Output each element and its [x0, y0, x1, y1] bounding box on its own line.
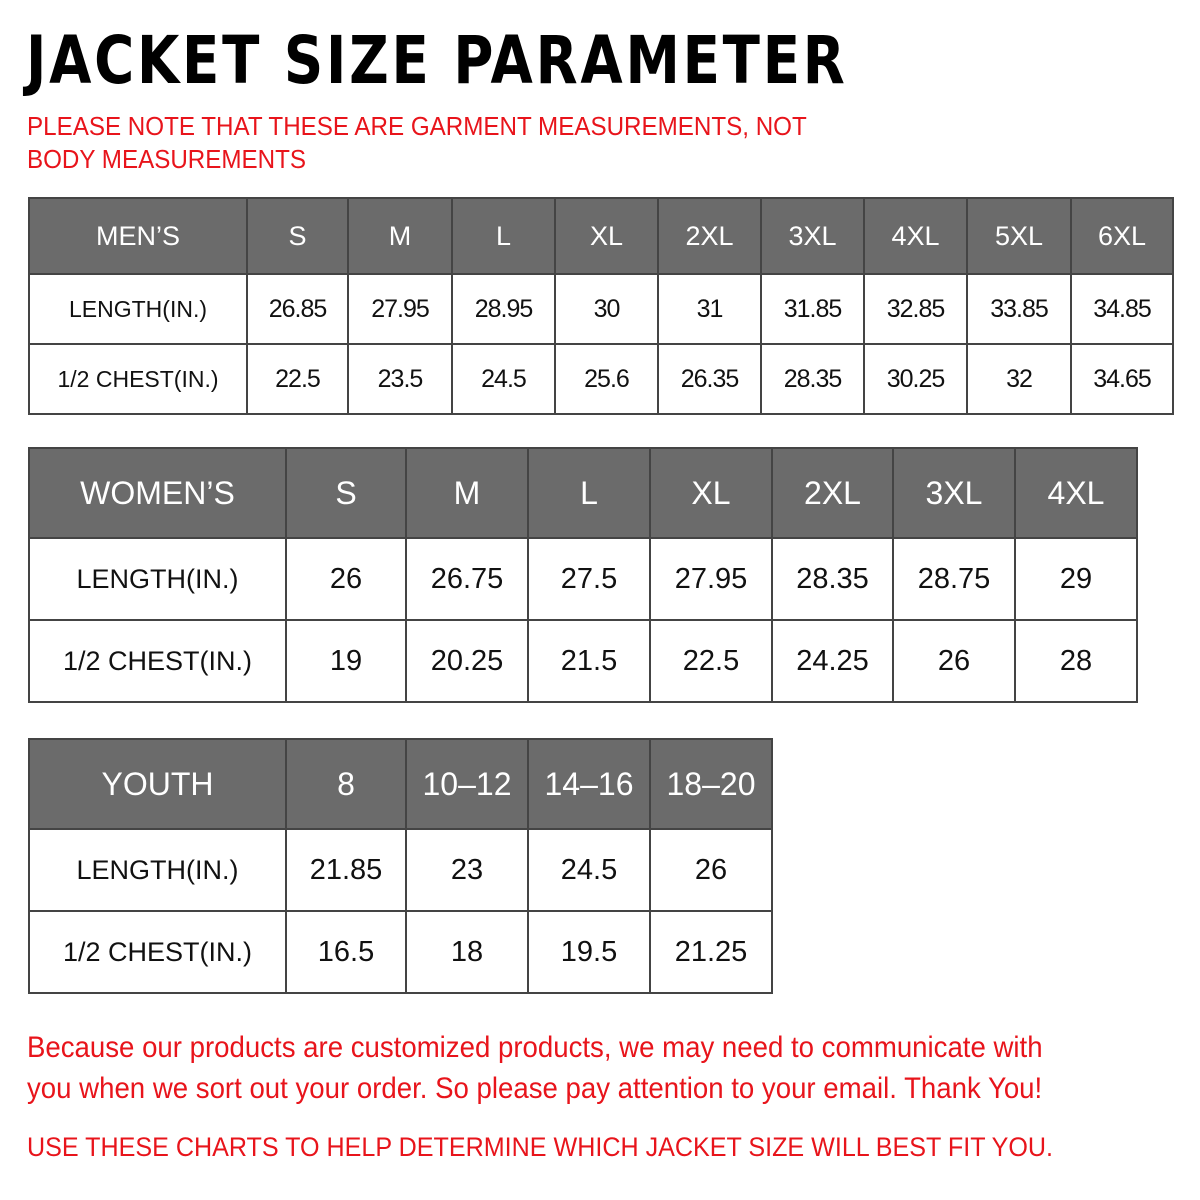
row-label: 1/2 CHEST(IN.) [28, 619, 287, 703]
row-label: 1/2 CHEST(IN.) [28, 343, 248, 415]
table-header-row: WOMEN’S S M L XL 2XL 3XL 4XL [28, 447, 1138, 539]
measurement-cell: 26 [285, 537, 407, 621]
measurement-cell: 28.35 [760, 343, 865, 415]
measurement-cell: 21.5 [527, 619, 651, 703]
row-label: 1/2 CHEST(IN.) [28, 910, 287, 994]
measurement-cell: 28 [1014, 619, 1138, 703]
measurement-cell: 24.5 [527, 828, 651, 912]
customization-message: Because our products are customized prod… [27, 1031, 1043, 1105]
row-label: LENGTH(IN.) [28, 273, 248, 345]
measurement-cell: 25.6 [554, 343, 659, 415]
size-header-cell: S [285, 447, 407, 539]
size-header-cell: 14–16 [527, 738, 651, 830]
size-header-cell: 3XL [892, 447, 1016, 539]
measurement-cell: 26.75 [405, 537, 529, 621]
measurement-cell: 20.25 [405, 619, 529, 703]
measurement-cell: 28.35 [771, 537, 894, 621]
measurement-cell: 30.25 [863, 343, 968, 415]
women-size-table: WOMEN’S S M L XL 2XL 3XL 4XL LENGTH(IN.) 26 26.75 2… [28, 447, 1138, 703]
measurement-cell: 31 [657, 273, 762, 345]
measurement-cell: 28.95 [451, 273, 556, 345]
measurement-cell: 34.65 [1070, 343, 1174, 415]
measurement-cell: 27.95 [347, 273, 453, 345]
measurement-cell: 24.25 [771, 619, 894, 703]
measurement-cell: 26 [892, 619, 1016, 703]
measurement-cell: 33.85 [966, 273, 1072, 345]
size-header-cell: M [405, 447, 529, 539]
table-category-label: YOUTH [28, 738, 287, 830]
measurement-note: PLEASE NOTE THAT THESE ARE GARMENT MEASU… [27, 111, 807, 174]
size-header-cell: 4XL [1014, 447, 1138, 539]
table-row: 1/2 CHEST(IN.) 16.5 18 19.5 21.25 [28, 910, 773, 994]
measurement-cell: 21.25 [649, 910, 773, 994]
measurement-cell: 16.5 [285, 910, 407, 994]
measurement-cell: 24.5 [451, 343, 556, 415]
size-header-cell: XL [554, 197, 659, 275]
measurement-cell: 27.5 [527, 537, 651, 621]
page-title: JACKET SIZE PARAMETER [26, 22, 848, 99]
measurement-cell: 29 [1014, 537, 1138, 621]
measurement-cell: 18 [405, 910, 529, 994]
size-header-cell: 18–20 [649, 738, 773, 830]
youth-size-table: YOUTH 8 10–12 14–16 18–20 LENGTH(IN.) 21.85 23 2… [28, 738, 773, 994]
measurement-cell: 19.5 [527, 910, 651, 994]
size-header-cell: 5XL [966, 197, 1072, 275]
size-header-cell: XL [649, 447, 773, 539]
table-row: LENGTH(IN.) 26.85 27.95 28.95 30 31 31.85 32.85… [28, 273, 1174, 345]
measurement-cell: 26.35 [657, 343, 762, 415]
measurement-cell: 26.85 [246, 273, 349, 345]
size-header-cell: 6XL [1070, 197, 1174, 275]
measurement-cell: 22.5 [246, 343, 349, 415]
size-header-cell: 3XL [760, 197, 865, 275]
size-header-cell: 2XL [771, 447, 894, 539]
size-header-cell: 8 [285, 738, 407, 830]
table-row: LENGTH(IN.) 26 26.75 27.5 27.95 28.35 28.75 29 [28, 537, 1138, 621]
size-header-cell: S [246, 197, 349, 275]
measurement-cell: 32.85 [863, 273, 968, 345]
table-row: 1/2 CHEST(IN.) 22.5 23.5 24.5 25.6 26.35 28.35… [28, 343, 1174, 415]
men-size-table: MEN’S S M L XL 2XL 3XL 4XL 5XL 6XL LENGTH(IN.) 26.8… [28, 197, 1174, 415]
measurement-cell: 32 [966, 343, 1072, 415]
table-row: 1/2 CHEST(IN.) 19 20.25 21.5 22.5 24.25 26 28 [28, 619, 1138, 703]
size-header-cell: M [347, 197, 453, 275]
measurement-cell: 23 [405, 828, 529, 912]
measurement-cell: 26 [649, 828, 773, 912]
size-header-cell: L [451, 197, 556, 275]
row-label: LENGTH(IN.) [28, 537, 287, 621]
footer-note: USE THESE CHARTS TO HELP DETERMINE WHICH… [27, 1132, 1054, 1162]
table-header-row: YOUTH 8 10–12 14–16 18–20 [28, 738, 773, 830]
measurement-cell: 19 [285, 619, 407, 703]
size-header-cell: 10–12 [405, 738, 529, 830]
table-header-row: MEN’S S M L XL 2XL 3XL 4XL 5XL 6XL [28, 197, 1174, 275]
measurement-cell: 28.75 [892, 537, 1016, 621]
measurement-cell: 34.85 [1070, 273, 1174, 345]
table-category-label: WOMEN’S [28, 447, 287, 539]
measurement-cell: 31.85 [760, 273, 865, 345]
size-header-cell: 4XL [863, 197, 968, 275]
measurement-cell: 22.5 [649, 619, 773, 703]
measurement-cell: 27.95 [649, 537, 773, 621]
measurement-cell: 30 [554, 273, 659, 345]
size-header-cell: 2XL [657, 197, 762, 275]
measurement-cell: 21.85 [285, 828, 407, 912]
table-category-label: MEN’S [28, 197, 248, 275]
row-label: LENGTH(IN.) [28, 828, 287, 912]
measurement-cell: 23.5 [347, 343, 453, 415]
size-header-cell: L [527, 447, 651, 539]
table-row: LENGTH(IN.) 21.85 23 24.5 26 [28, 828, 773, 912]
